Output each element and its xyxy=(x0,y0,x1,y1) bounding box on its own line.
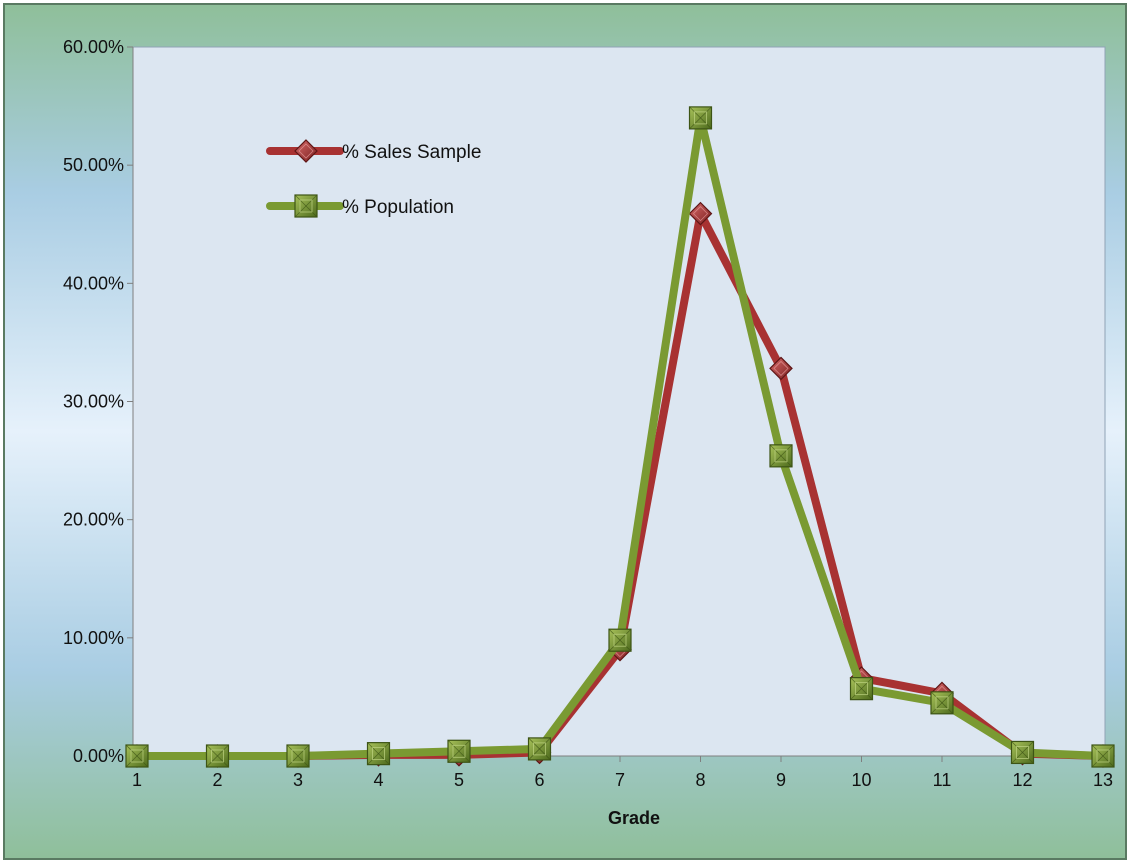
square-marker-inner xyxy=(613,633,627,647)
legend-marker-sales-sample xyxy=(294,139,318,163)
square-marker-inner xyxy=(935,696,949,710)
square-marker-bevel xyxy=(367,742,390,765)
diamond-marker-bevel xyxy=(773,360,789,376)
x-tick-label: 10 xyxy=(851,770,871,790)
data-point-population xyxy=(286,744,310,768)
square-marker-bevel xyxy=(1091,744,1115,768)
square-marker-bevel xyxy=(608,628,632,652)
data-point-sales-sample xyxy=(688,201,713,226)
data-point-population xyxy=(608,628,632,652)
legend-label-sales-sample: % Sales Sample xyxy=(342,142,481,163)
data-point-population xyxy=(1010,740,1035,765)
data-point-population xyxy=(205,744,230,768)
x-tick-label: 7 xyxy=(615,770,625,790)
square-marker-inner xyxy=(291,749,305,763)
square-marker-bevel xyxy=(286,744,310,768)
x-tick-label: 5 xyxy=(454,770,464,790)
data-point-population xyxy=(447,739,471,763)
square-marker-bevel xyxy=(447,739,471,763)
square-marker-inner xyxy=(774,449,788,463)
data-point-population xyxy=(849,677,874,701)
diamond-marker-bevel xyxy=(298,143,314,159)
y-tick-label: 10.00% xyxy=(63,628,124,648)
data-point-population xyxy=(688,106,713,130)
data-point-population xyxy=(930,691,954,715)
square-marker-inner xyxy=(299,199,313,213)
diamond-marker-shape xyxy=(688,201,713,226)
square-marker-inner xyxy=(1096,749,1110,763)
y-tick-label: 60.00% xyxy=(63,37,124,57)
square-marker-inner xyxy=(855,682,868,696)
axes: 0.00% 10.00% 20.00% 30.00% 40.00% 50.00% 60.00… xyxy=(63,37,1113,790)
data-point-population xyxy=(527,737,552,761)
square-marker-inner xyxy=(211,749,224,763)
y-tick-label: 20.00% xyxy=(63,510,124,530)
square-marker-bevel xyxy=(930,691,954,715)
square-marker-inner xyxy=(372,747,385,761)
x-tick-label: 11 xyxy=(933,770,952,790)
x-tick-label: 1 xyxy=(132,770,142,790)
x-tick-label: 9 xyxy=(776,770,786,790)
data-point-sales-sample xyxy=(769,356,793,381)
data-point-population xyxy=(125,744,149,768)
square-marker-bevel xyxy=(528,737,551,761)
data-point-population xyxy=(769,444,793,468)
data-point-population xyxy=(366,742,391,766)
square-marker-bevel xyxy=(850,677,873,700)
square-marker-inner xyxy=(694,111,707,125)
y-tick-label: 0.00% xyxy=(73,746,124,766)
square-marker-inner xyxy=(533,742,546,756)
square-marker-bevel xyxy=(125,744,149,768)
legend-marker-population xyxy=(294,194,318,218)
square-marker-bevel xyxy=(689,106,712,130)
square-marker-bevel xyxy=(769,444,793,468)
series-layer xyxy=(125,106,1115,768)
x-tick-label: 2 xyxy=(212,770,222,790)
x-axis-title: Grade xyxy=(608,808,660,828)
square-marker-bevel xyxy=(294,194,318,218)
square-marker-inner xyxy=(1016,746,1029,759)
legend-label-population: % Population xyxy=(342,197,454,218)
diamond-marker-bevel xyxy=(692,206,709,222)
x-tick-label: 13 xyxy=(1093,770,1113,790)
x-tick-label: 4 xyxy=(373,770,383,790)
square-marker-bevel xyxy=(1011,741,1034,764)
x-tick-label: 6 xyxy=(534,770,544,790)
diamond-marker-shape xyxy=(769,356,793,381)
square-marker-inner xyxy=(130,749,144,763)
x-tick-label: 3 xyxy=(293,770,303,790)
legend: % Sales Sample % Population xyxy=(266,139,481,218)
x-tick-label: 12 xyxy=(1012,770,1032,790)
y-tick-label: 30.00% xyxy=(63,392,124,412)
y-tick-label: 40.00% xyxy=(63,273,124,293)
x-tick-label: 8 xyxy=(695,770,705,790)
data-point-population xyxy=(1091,744,1115,768)
diamond-marker-shape xyxy=(294,139,318,163)
square-marker-bevel xyxy=(206,744,229,768)
square-marker-inner xyxy=(452,744,466,758)
y-tick-label: 50.00% xyxy=(63,155,124,175)
